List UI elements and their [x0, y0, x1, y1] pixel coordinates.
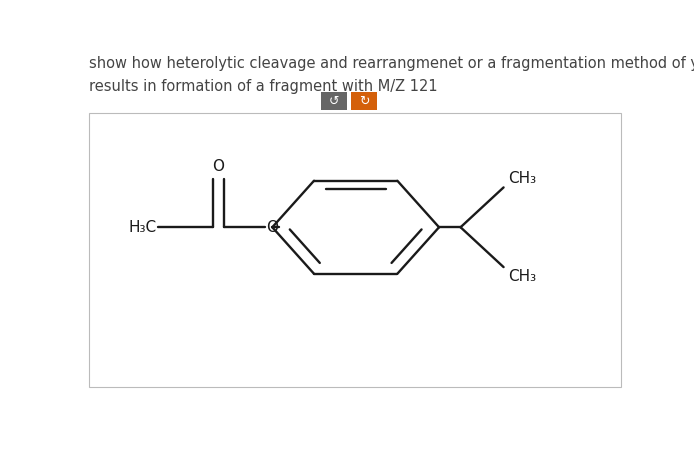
FancyBboxPatch shape	[351, 92, 378, 110]
Text: H₃C: H₃C	[128, 220, 157, 235]
Text: O: O	[212, 158, 225, 174]
Text: ↻: ↻	[359, 94, 369, 108]
Text: CH₃: CH₃	[508, 171, 536, 186]
FancyBboxPatch shape	[90, 113, 621, 387]
Text: O: O	[266, 220, 278, 235]
Text: results in formation of a fragment with M/Z 121: results in formation of a fragment with …	[90, 79, 438, 94]
Text: show how heterolytic cleavage and rearrangmenet or a fragmentation method of you: show how heterolytic cleavage and rearra…	[90, 56, 694, 71]
Text: CH₃: CH₃	[508, 269, 536, 284]
FancyBboxPatch shape	[321, 92, 346, 110]
Text: ↺: ↺	[328, 94, 339, 108]
